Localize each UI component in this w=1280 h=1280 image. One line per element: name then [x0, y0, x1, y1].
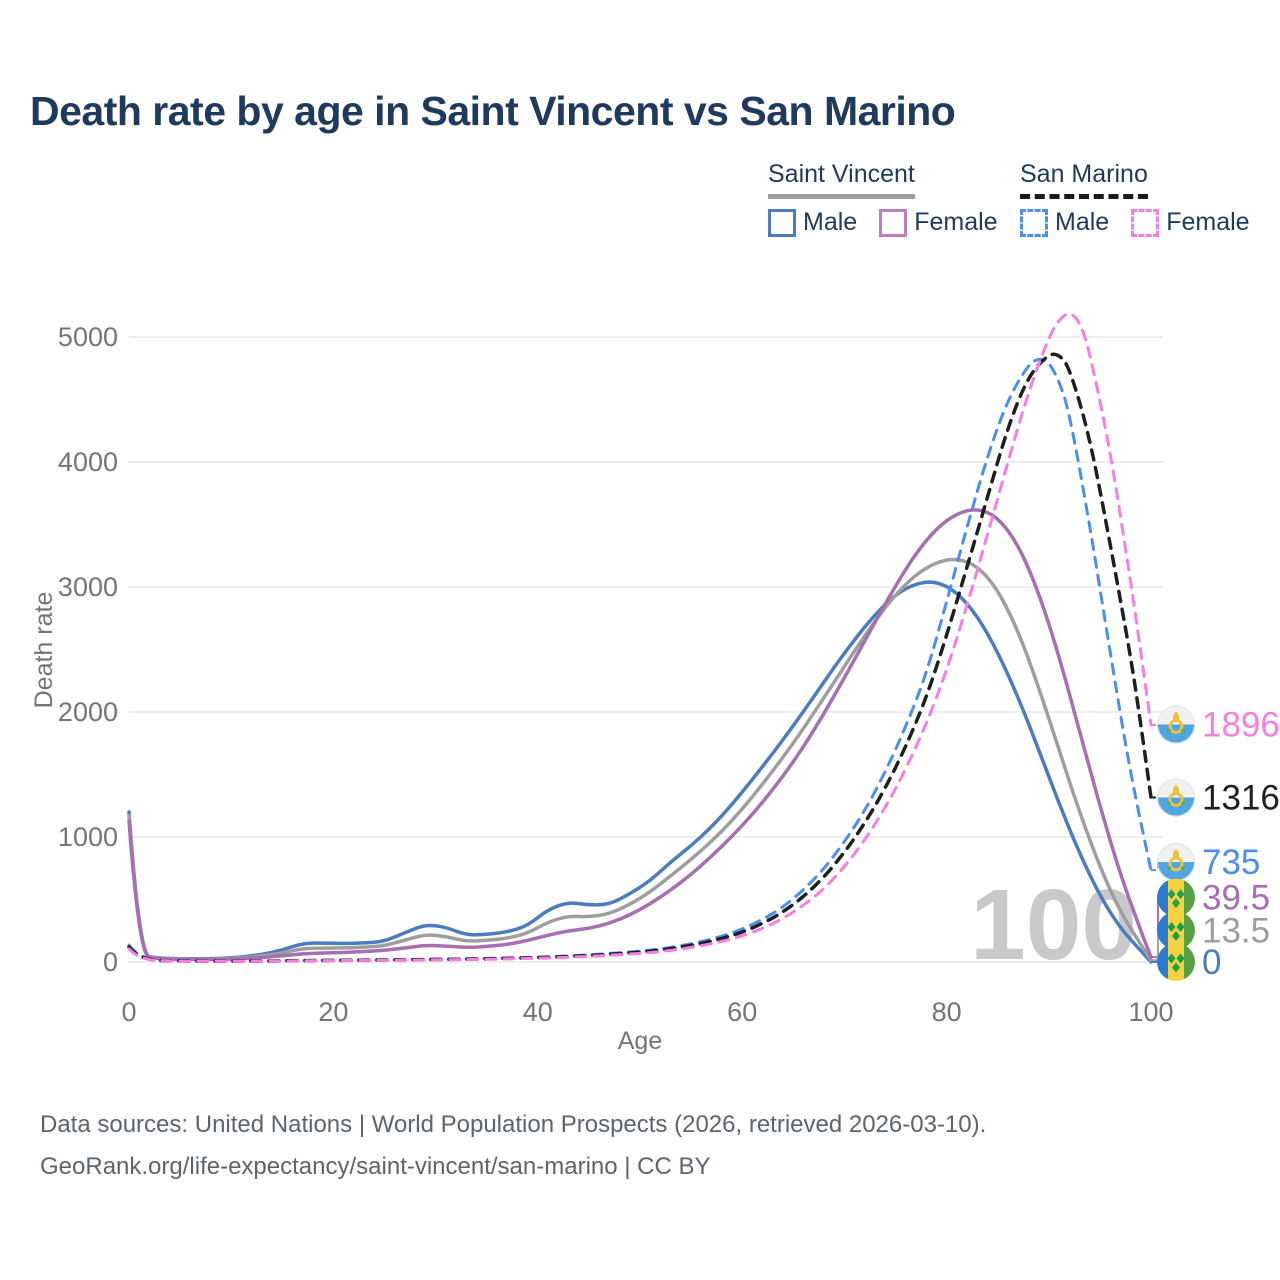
flag-icon-saint-vincent: [1157, 911, 1195, 950]
legend-items-saint-vincent: Male Female: [768, 208, 998, 237]
series-line-saint-vincent-both-sexes: [127, 557, 1153, 963]
legend-swatch-sv-female-icon: [879, 208, 908, 237]
legend-group-san-marino: San Marino Male Female: [1020, 160, 1250, 237]
end-value-label-san-marino-both-sexes: 1316: [1202, 779, 1280, 818]
x-tick-label: 20: [318, 997, 348, 1027]
end-value-label-san-marino-male: 735: [1202, 843, 1260, 882]
x-tick-label: 40: [523, 997, 553, 1027]
y-tick-label: 4000: [58, 447, 118, 477]
series-line-san-marino-both-sexes: [127, 352, 1153, 963]
legend-swatch-sm-male-icon: [1020, 208, 1048, 237]
age-watermark: 100: [970, 869, 1137, 981]
end-value-label-saint-vincent-female: 39.5: [1202, 879, 1270, 918]
legend-header-saint-vincent: Saint Vincent: [768, 160, 915, 199]
x-tick-label: 100: [1128, 997, 1173, 1027]
y-axis-title: Death rate: [30, 592, 58, 709]
end-value-label-saint-vincent-both-sexes: 13.5: [1202, 912, 1270, 951]
data-sources-line: Data sources: United Nations | World Pop…: [40, 1111, 987, 1138]
legend-item-saint-vincent-female[interactable]: Female: [879, 208, 998, 237]
y-tick-label: 0: [103, 947, 118, 977]
flag-icon-san-marino: [1157, 843, 1195, 881]
end-value-label-saint-vincent-male: 0: [1202, 943, 1221, 982]
y-tick-label: 5000: [58, 322, 118, 352]
flag-icon-saint-vincent: [1157, 943, 1195, 981]
x-tick-label: 80: [932, 997, 962, 1027]
legend-group-saint-vincent: Saint Vincent Male Female: [768, 160, 998, 237]
legend-item-label: Male: [1055, 208, 1110, 236]
legend-item-label: Female: [914, 208, 998, 236]
legend-item-saint-vincent-male[interactable]: Male: [768, 208, 857, 237]
y-tick-label: 2000: [58, 697, 118, 727]
y-tick-label: 3000: [58, 572, 118, 602]
series-line-saint-vincent-male: [127, 580, 1153, 964]
x-tick-label: 0: [121, 997, 136, 1027]
flag-icon-san-marino: [1157, 778, 1195, 817]
chart-title: Death rate by age in Saint Vincent vs Sa…: [30, 88, 956, 134]
legend: Saint Vincent Male Female San Marino Mal…: [0, 160, 1280, 240]
legend-swatch-sm-female-icon: [1131, 208, 1160, 237]
legend-header-san-marino: San Marino: [1020, 160, 1148, 199]
flag-icon-saint-vincent: [1157, 878, 1195, 917]
legend-items-san-marino: Male Female: [1020, 208, 1250, 237]
x-tick-label: 60: [727, 997, 757, 1027]
legend-item-san-marino-female[interactable]: Female: [1131, 208, 1250, 237]
end-value-label-san-marino-female: 1896: [1202, 706, 1280, 745]
legend-swatch-sv-male-icon: [768, 208, 796, 237]
legend-item-label: Male: [803, 208, 858, 236]
legend-item-san-marino-male[interactable]: Male: [1020, 208, 1109, 237]
y-tick-label: 1000: [58, 822, 118, 852]
attribution-line: GeoRank.org/life-expectancy/saint-vincen…: [40, 1153, 711, 1180]
legend-item-label: Female: [1166, 208, 1250, 236]
flag-icon-san-marino: [1157, 705, 1195, 744]
x-axis-title: Age: [618, 1027, 662, 1055]
series-line-san-marino-female: [127, 312, 1153, 963]
footer: Data sources: United Nations | World Pop…: [40, 1104, 986, 1188]
